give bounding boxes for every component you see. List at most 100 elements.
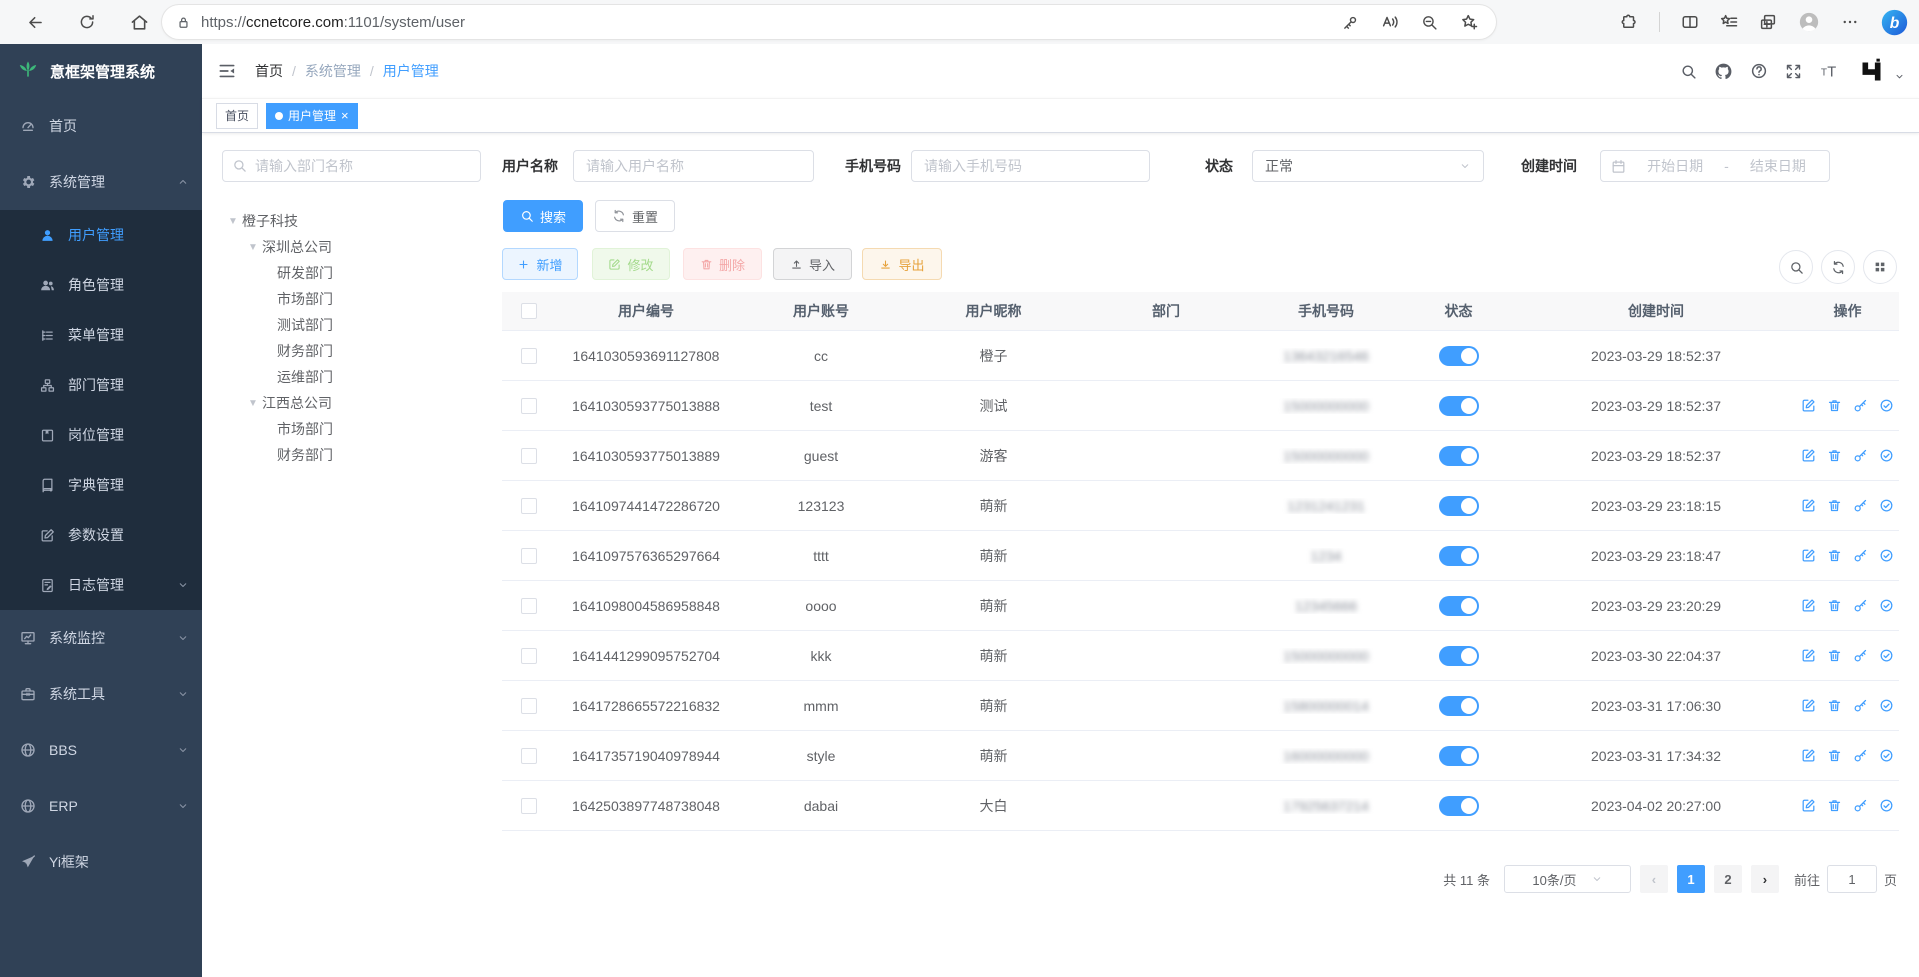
url-bar[interactable]: https://ccnetcore.com:1101/system/user (162, 5, 1496, 39)
edit-icon[interactable] (1801, 548, 1816, 563)
column-header[interactable]: 操作 (1833, 303, 1862, 319)
sidebar-item-Yi框架[interactable]: Yi框架 (0, 834, 202, 890)
fold-sidebar-icon[interactable] (217, 61, 237, 81)
sidebar-item-系统监控[interactable]: 系统监控 (0, 610, 202, 666)
status-toggle[interactable] (1438, 645, 1479, 666)
extensions-icon[interactable] (1620, 13, 1638, 31)
row-checkbox[interactable] (521, 347, 537, 364)
tree-node-深圳总公司[interactable]: ▼ 深圳总公司 (222, 234, 484, 260)
reset-password-icon[interactable] (1853, 398, 1868, 413)
tree-node-江西总公司[interactable]: ▼ 江西总公司 (222, 390, 484, 416)
tree-node-市场部门[interactable]: 市场部门 (222, 416, 484, 442)
row-checkbox[interactable] (521, 597, 537, 614)
delete-button[interactable]: 删除 (683, 248, 762, 280)
delete-icon[interactable] (1827, 798, 1842, 813)
sidebar-item-部门管理[interactable]: 部门管理 (0, 360, 202, 410)
tree-node-运维部门[interactable]: 运维部门 (222, 364, 484, 390)
sidebar-item-系统工具[interactable]: 系统工具 (0, 666, 202, 722)
tree-node-市场部门[interactable]: 市场部门 (222, 286, 484, 312)
assign-role-icon[interactable] (1879, 498, 1894, 513)
row-checkbox[interactable] (521, 547, 537, 564)
tree-expand-icon[interactable]: ▼ (228, 215, 238, 227)
fullscreen-icon[interactable] (1785, 63, 1802, 80)
profile-avatar-icon[interactable] (1798, 11, 1820, 33)
edit-icon[interactable] (1801, 598, 1816, 613)
collections-icon[interactable] (1759, 13, 1777, 31)
key-icon[interactable] (1342, 14, 1359, 31)
tree-expand-icon[interactable]: ▼ (248, 241, 258, 253)
assign-role-icon[interactable] (1879, 548, 1894, 563)
status-toggle[interactable] (1438, 445, 1479, 466)
delete-icon[interactable] (1827, 698, 1842, 713)
sidebar-item-ERP[interactable]: ERP (0, 778, 202, 834)
copilot-icon[interactable]: b (1880, 8, 1909, 37)
tree-expand-icon[interactable]: ▼ (248, 397, 258, 409)
assign-role-icon[interactable] (1879, 748, 1894, 763)
breadcrumb-item[interactable]: 首页 (255, 63, 283, 79)
assign-role-icon[interactable] (1879, 398, 1894, 413)
status-toggle[interactable] (1438, 795, 1479, 816)
username-input[interactable] (573, 150, 814, 182)
status-toggle[interactable] (1438, 695, 1479, 716)
tree-node-橙子科技[interactable]: ▼ 橙子科技 (222, 208, 484, 234)
status-toggle[interactable] (1438, 595, 1479, 616)
edit-icon[interactable] (1801, 448, 1816, 463)
assign-role-icon[interactable] (1879, 598, 1894, 613)
reset-password-icon[interactable] (1853, 598, 1868, 613)
column-header[interactable]: 创建时间 (1628, 303, 1684, 319)
sidebar-item-BBS[interactable]: BBS (0, 722, 202, 778)
read-aloud-icon[interactable] (1381, 13, 1399, 31)
grid-circle-icon[interactable] (1863, 250, 1897, 284)
close-icon[interactable]: × (341, 108, 349, 123)
row-checkbox[interactable] (521, 797, 537, 814)
date-range-picker[interactable]: 开始日期 - 结束日期 (1600, 150, 1830, 182)
sidebar-item-首页[interactable]: 首页 (0, 98, 202, 154)
assign-role-icon[interactable] (1879, 798, 1894, 813)
status-toggle[interactable] (1438, 545, 1479, 566)
more-icon[interactable] (1841, 13, 1859, 31)
tree-node-研发部门[interactable]: 研发部门 (222, 260, 484, 286)
column-header[interactable]: 状态 (1444, 303, 1473, 319)
row-checkbox[interactable] (521, 447, 537, 464)
column-header[interactable]: 用户编号 (618, 303, 674, 319)
edit-icon[interactable] (1801, 498, 1816, 513)
page-button-1[interactable]: 1 (1676, 865, 1705, 893)
breadcrumb-item[interactable]: 用户管理 (382, 63, 439, 79)
row-checkbox[interactable] (521, 497, 537, 514)
refresh-circle-icon[interactable] (1821, 250, 1855, 284)
tree-node-财务部门[interactable]: 财务部门 (222, 338, 484, 364)
reset-password-icon[interactable] (1853, 648, 1868, 663)
reset-password-icon[interactable] (1853, 798, 1868, 813)
column-header[interactable]: 手机号码 (1298, 303, 1354, 319)
sidebar-item-菜单管理[interactable]: 菜单管理 (0, 310, 202, 360)
edit-icon[interactable] (1801, 398, 1816, 413)
search-circle-icon[interactable] (1779, 250, 1813, 284)
reset-button[interactable]: 重置 (595, 200, 675, 232)
favorite-add-icon[interactable] (1460, 13, 1478, 31)
add-button[interactable]: 新增 (502, 248, 578, 280)
page-size-select[interactable]: 10条/页 (1503, 865, 1631, 893)
reset-password-icon[interactable] (1853, 548, 1868, 563)
column-header[interactable]: 用户账号 (793, 303, 849, 319)
back-icon[interactable] (18, 5, 52, 39)
reload-icon[interactable] (70, 5, 104, 39)
zoom-out-icon[interactable] (1421, 14, 1438, 31)
edit-button[interactable]: 修改 (592, 248, 670, 280)
status-toggle[interactable] (1438, 495, 1479, 516)
assign-role-icon[interactable] (1879, 648, 1894, 663)
favorites-icon[interactable] (1720, 13, 1738, 31)
reset-password-icon[interactable] (1853, 448, 1868, 463)
edit-icon[interactable] (1801, 748, 1816, 763)
assign-role-icon[interactable] (1879, 448, 1894, 463)
reset-password-icon[interactable] (1853, 498, 1868, 513)
split-screen-icon[interactable] (1681, 13, 1699, 31)
delete-icon[interactable] (1827, 448, 1842, 463)
page-button-2[interactable]: 2 (1713, 865, 1742, 893)
tree-node-测试部门[interactable]: 测试部门 (222, 312, 484, 338)
delete-icon[interactable] (1827, 598, 1842, 613)
prev-page-button[interactable]: ‹ (1639, 865, 1668, 893)
delete-icon[interactable] (1827, 398, 1842, 413)
user-logo-icon[interactable] (1858, 58, 1885, 85)
sidebar-item-参数设置[interactable]: 参数设置 (0, 510, 202, 560)
